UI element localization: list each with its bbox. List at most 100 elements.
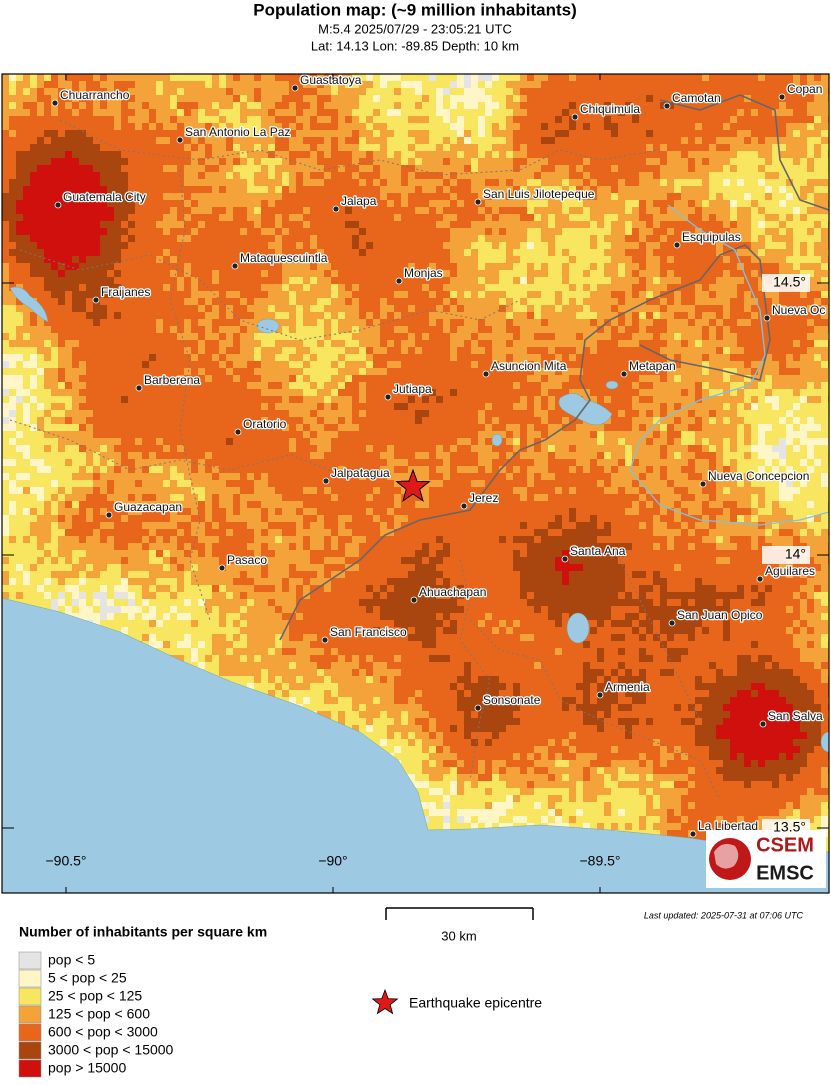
population-cell [317, 256, 324, 263]
population-cell [331, 200, 338, 207]
population-cell [156, 305, 163, 312]
population-cell [100, 354, 107, 361]
population-cell [310, 284, 317, 291]
population-cell [324, 242, 331, 249]
population-cell [310, 207, 317, 214]
population-cell [240, 109, 247, 116]
population-cell [429, 158, 436, 165]
population-cell [506, 347, 513, 354]
population-cell [506, 102, 513, 109]
population-cell [583, 291, 590, 298]
population-cell [807, 109, 814, 116]
population-cell [128, 137, 135, 144]
population-cell [86, 193, 93, 200]
population-cell [800, 151, 807, 158]
population-cell [639, 256, 646, 263]
population-cell [800, 144, 807, 151]
population-cell [275, 158, 282, 165]
population-cell [485, 333, 492, 340]
population-cell [681, 298, 688, 305]
population-cell [30, 249, 37, 256]
population-cell [30, 221, 37, 228]
population-cell [51, 221, 58, 228]
population-cell [219, 242, 226, 249]
population-cell [415, 235, 422, 242]
population-cell [394, 116, 401, 123]
population-cell [233, 312, 240, 319]
population-cell [16, 95, 23, 102]
population-cell [254, 228, 261, 235]
population-cell [114, 312, 121, 319]
population-cell [597, 144, 604, 151]
population-cell [331, 123, 338, 130]
population-cell [184, 249, 191, 256]
population-cell [681, 291, 688, 298]
population-cell [604, 193, 611, 200]
population-cell [373, 193, 380, 200]
population-cell [520, 242, 527, 249]
population-cell [268, 291, 275, 298]
population-cell [590, 242, 597, 249]
population-cell [310, 256, 317, 263]
population-cell [758, 116, 765, 123]
population-cell [681, 242, 688, 249]
population-cell [289, 333, 296, 340]
population-cell [681, 235, 688, 242]
population-cell [534, 207, 541, 214]
population-cell [30, 214, 37, 221]
population-cell [401, 284, 408, 291]
population-cell [527, 116, 534, 123]
population-cell [23, 354, 30, 361]
population-cell [163, 214, 170, 221]
population-cell [394, 270, 401, 277]
population-cell [590, 228, 597, 235]
population-cell [471, 284, 478, 291]
population-cell [373, 228, 380, 235]
population-cell [709, 207, 716, 214]
population-cell [751, 102, 758, 109]
population-cell [170, 249, 177, 256]
population-cell [513, 284, 520, 291]
population-cell [324, 214, 331, 221]
population-cell [632, 81, 639, 88]
population-cell [695, 291, 702, 298]
population-cell [765, 109, 772, 116]
population-cell [275, 235, 282, 242]
population-cell [422, 172, 429, 179]
population-cell [366, 130, 373, 137]
population-cell [618, 102, 625, 109]
population-cell [142, 151, 149, 158]
population-cell [415, 249, 422, 256]
population-cell [800, 200, 807, 207]
population-cell [86, 291, 93, 298]
population-cell [716, 284, 723, 291]
population-cell [205, 109, 212, 116]
population-cell [303, 347, 310, 354]
population-cell [625, 291, 632, 298]
population-cell [65, 214, 72, 221]
population-cell [212, 347, 219, 354]
population-cell [240, 305, 247, 312]
population-cell [282, 235, 289, 242]
population-cell [429, 354, 436, 361]
population-cell [590, 235, 597, 242]
population-cell [100, 116, 107, 123]
population-cell [142, 102, 149, 109]
population-cell [23, 221, 30, 228]
population-cell [219, 158, 226, 165]
population-cell [212, 81, 219, 88]
population-cell [191, 186, 198, 193]
population-cell [716, 333, 723, 340]
population-cell [338, 88, 345, 95]
population-cell [317, 214, 324, 221]
population-cell [800, 326, 807, 333]
population-cell [821, 228, 828, 235]
population-cell [443, 137, 450, 144]
population-cell [373, 186, 380, 193]
population-cell [324, 319, 331, 326]
population-cell [191, 116, 198, 123]
population-cell [758, 123, 765, 130]
population-cell [555, 291, 562, 298]
population-cell [142, 179, 149, 186]
population-cell [611, 81, 618, 88]
